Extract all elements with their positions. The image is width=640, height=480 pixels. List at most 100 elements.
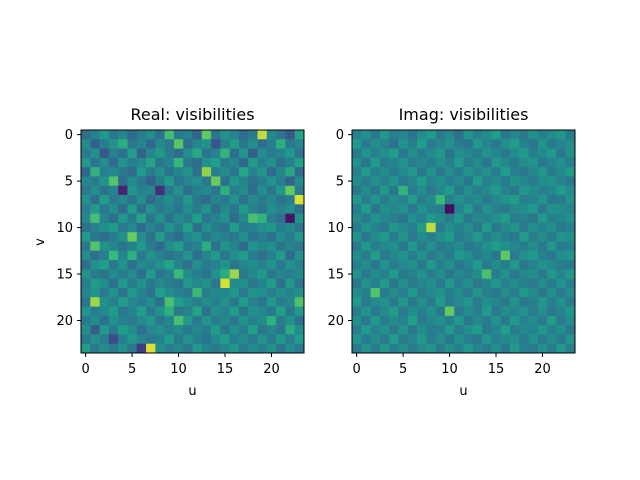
imag-cell-r12-c18: [519, 241, 529, 252]
imag-cell-r8-c18: [519, 204, 529, 214]
imag-cell-r2-c7: [417, 148, 427, 159]
real-cell-r9-c1: [90, 213, 100, 224]
imag-cell-r3-c1: [361, 157, 371, 168]
imag-cell-r0-c19: [528, 130, 539, 140]
imag-cell-r13-c8: [426, 250, 436, 261]
real-cell-r5-c5: [127, 176, 138, 187]
imag-cell-r5-c10: [444, 176, 455, 187]
real-cell-r11-c5: [127, 232, 138, 242]
imag-cell-r18-c3: [379, 297, 390, 307]
imag-cell-r10-c23: [565, 222, 576, 233]
imag-cell-r2-c4: [389, 148, 399, 159]
imag-cell-r0-c14: [482, 130, 492, 140]
real-cell-r9-c15: [220, 213, 231, 224]
imag-cell-r17-c13: [472, 287, 483, 298]
imag-cell-r18-c22: [556, 297, 567, 307]
imag-cell-r0-c5: [398, 130, 409, 140]
real-cell-r10-c19: [257, 222, 268, 233]
real-cell-r12-c4: [118, 241, 128, 252]
imag-y-tick-label: 20: [327, 314, 344, 329]
imag-cell-r23-c21: [547, 343, 557, 354]
real-cell-r23-c7: [146, 343, 156, 354]
real-cell-r22-c5: [127, 334, 138, 345]
real-cell-r23-c17: [238, 343, 249, 354]
real-cell-r16-c19: [257, 278, 268, 289]
real-cell-r16-c5: [127, 278, 138, 289]
real-cell-r10-c7: [146, 222, 156, 233]
real-cell-r6-c19: [257, 185, 268, 196]
imag-cell-r4-c18: [519, 167, 529, 177]
real-cell-r19-c19: [257, 306, 268, 317]
imag-cell-r22-c12: [463, 334, 474, 345]
imag-cell-r14-c6: [407, 260, 418, 270]
real-cell-r5-c12: [192, 176, 203, 187]
imag-cell-r13-c9: [435, 250, 446, 261]
real-cell-r10-c4: [118, 222, 128, 233]
real-cell-r8-c23: [294, 204, 305, 214]
real-cell-r4-c12: [192, 167, 203, 177]
imag-cell-r3-c3: [379, 157, 390, 168]
real-cell-r12-c1: [90, 241, 100, 252]
imag-cell-r21-c20: [537, 325, 548, 335]
real-cell-r6-c6: [136, 185, 147, 196]
real-cell-r9-c9: [164, 213, 175, 224]
imag-cell-r18-c17: [509, 297, 520, 307]
imag-cell-r22-c0: [352, 334, 362, 345]
imag-cell-r20-c20: [537, 315, 548, 326]
imag-cell-r12-c4: [389, 241, 399, 252]
real-cell-r0-c4: [118, 130, 128, 140]
imag-cell-r12-c15: [491, 241, 502, 252]
real-cell-r8-c16: [229, 204, 240, 214]
real-cell-r20-c4: [118, 315, 128, 326]
real-cell-r17-c10: [173, 287, 184, 298]
imag-cell-r4-c17: [509, 167, 520, 177]
real-cell-r8-c3: [108, 204, 119, 214]
real-cell-r3-c2: [99, 157, 110, 168]
imag-cell-r7-c8: [426, 195, 436, 205]
imag-cell-r11-c15: [491, 232, 502, 242]
imag-cell-r18-c8: [426, 297, 436, 307]
imag-cell-r13-c1: [361, 250, 371, 261]
real-cell-r11-c17: [238, 232, 249, 242]
imag-cell-r14-c17: [509, 260, 520, 270]
real-cell-r23-c18: [248, 343, 258, 354]
real-cell-r0-c0: [81, 130, 91, 140]
imag-cell-r21-c9: [435, 325, 446, 335]
real-cell-r3-c13: [201, 157, 212, 168]
imag-cell-r16-c15: [491, 278, 502, 289]
real-cell-r7-c2: [99, 195, 110, 205]
real-cell-r13-c13: [201, 250, 212, 261]
real-cell-r11-c19: [257, 232, 268, 242]
real-cell-r19-c23: [294, 306, 305, 317]
imag-cell-r14-c23: [565, 260, 576, 270]
real-cell-r20-c3: [108, 315, 119, 326]
imag-cell-r2-c12: [463, 148, 474, 159]
real-cell-r12-c0: [81, 241, 91, 252]
imag-cell-r7-c11: [454, 195, 464, 205]
imag-cell-r23-c5: [398, 343, 409, 354]
imag-cell-r13-c13: [472, 250, 483, 261]
real-cell-r15-c11: [183, 269, 193, 280]
real-cell-r10-c1: [90, 222, 100, 233]
real-cell-r3-c14: [211, 157, 221, 168]
imag-cell-r3-c18: [519, 157, 529, 168]
imag-cell-r17-c11: [454, 287, 464, 298]
imag-cell-r9-c8: [426, 213, 436, 224]
imag-cell-r1-c19: [528, 139, 539, 149]
imag-cell-r14-c15: [491, 260, 502, 270]
real-cell-r9-c10: [173, 213, 184, 224]
real-cell-r20-c20: [266, 315, 277, 326]
imag-cell-r20-c2: [370, 315, 381, 326]
imag-cell-r0-c1: [361, 130, 371, 140]
real-cell-r13-c1: [90, 250, 100, 261]
real-cell-r22-c19: [257, 334, 268, 345]
imag-cell-r14-c10: [444, 260, 455, 270]
real-cell-r17-c5: [127, 287, 138, 298]
imag-cell-r8-c22: [556, 204, 567, 214]
real-cell-r7-c19: [257, 195, 268, 205]
imag-cell-r21-c16: [500, 325, 511, 335]
imag-cell-r8-c15: [491, 204, 502, 214]
imag-cell-r10-c2: [370, 222, 381, 233]
imag-cell-r17-c15: [491, 287, 502, 298]
real-cell-r17-c6: [136, 287, 147, 298]
